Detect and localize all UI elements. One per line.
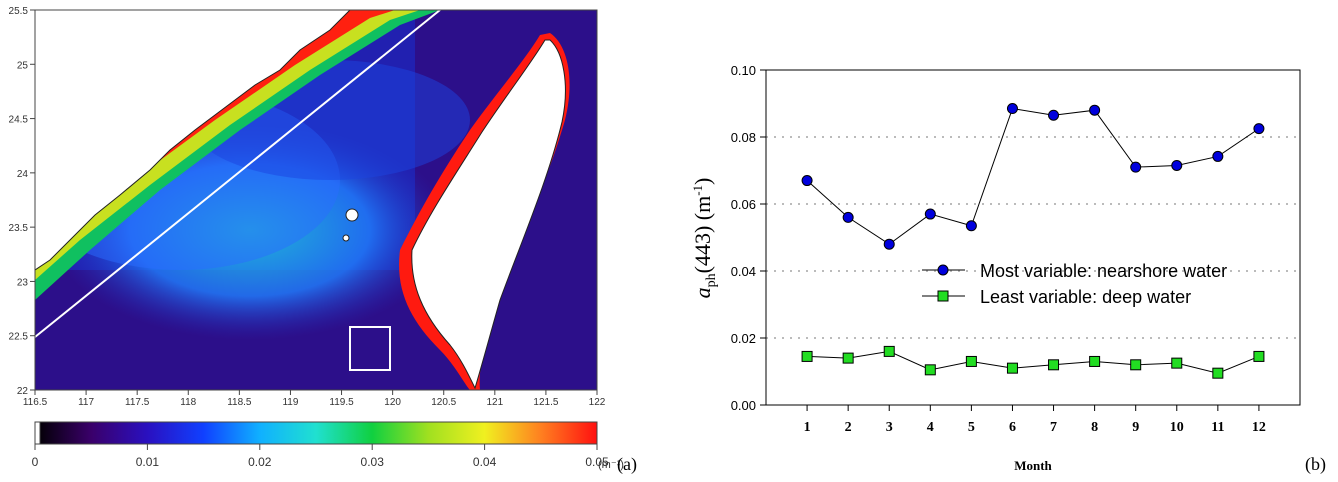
lon-tick-label: 116.5 [23,397,48,408]
x-tick-label: 1 [804,420,811,435]
lon-tick-label: 118.5 [227,397,252,408]
lon-tick-label: 117.5 [125,397,150,408]
x-tick-label: 10 [1170,420,1184,435]
lon-tick-label: 120 [384,397,401,408]
x-tick-label: 9 [1132,420,1139,435]
legend-marker-nearshore [937,264,949,276]
chlorophyll-map: 116.5 117 117.5 118 118.5 119 119.5 120 120.5 121… [9,6,624,471]
data-point-nearshore [883,238,895,250]
series-line [806,107,1260,245]
x-tick-label: 3 [886,420,893,435]
lon-tick-label: 121 [486,397,503,408]
legend-label-nearshore: Most variable: nearshore water [980,261,1227,281]
lat-tick-label: 22.5 [9,332,29,343]
y-tick-label: 0.02 [731,331,756,346]
colorbar-tick-label: 0.05 [585,455,609,469]
lon-tick-label: 119 [282,397,298,408]
data-point-nearshore [1171,159,1183,171]
deep-water-box [349,326,391,371]
latitude-axis: 25.5 25 24.5 24 23.5 23 22.5 22 [9,6,35,397]
lat-tick-label: 25 [17,60,29,71]
transect-line [35,10,441,338]
colorbar-unit: (m⁻¹) [598,459,624,471]
x-tick-label: 6 [1009,420,1016,435]
island [345,208,359,222]
colorbar [34,421,598,445]
x-tick-label: 11 [1211,420,1224,435]
plot-frame [765,69,1301,406]
data-point-deep [1130,359,1142,371]
data-point-nearshore [842,211,854,223]
data-point-nearshore [1048,109,1060,121]
panel-label-a: (a) [617,454,637,474]
data-point-deep [801,350,813,362]
lat-tick-label: 24.5 [9,115,29,126]
data-point-deep [1006,362,1018,374]
map-panel: 116.5 117 117.5 118 118.5 119 119.5 120 120.5 121… [9,6,637,474]
x-tick-label: 8 [1091,420,1098,435]
legend-marker-deep [937,290,949,302]
y-tick-label: 0.06 [731,197,756,212]
data-point-nearshore [1006,103,1018,115]
lon-tick-label: 122 [589,397,606,408]
x-tick-label: 12 [1252,420,1266,435]
series-layer [801,103,1265,379]
colorbar-axis: 0 0.01 0.02 0.03 0.04 0.05 [32,444,609,469]
colorbar-tick-label: 0 [32,455,39,469]
data-point-deep [965,355,977,367]
colorbar-tick-label: 0.01 [136,455,160,469]
data-point-deep [842,352,854,364]
data-point-nearshore [801,175,813,187]
legend-label-deep: Least variable: deep water [980,287,1191,307]
data-point-nearshore [1130,161,1142,173]
lon-tick-label: 121.5 [533,397,558,408]
lon-tick-label: 118 [180,397,196,408]
lat-tick-label: 24 [17,169,29,180]
y-tick-label: 0.00 [731,398,756,413]
data-point-nearshore [1253,123,1265,135]
data-point-deep [1171,357,1183,369]
lat-tick-label: 23.5 [9,223,29,234]
china-mainland [35,10,351,271]
y-axis-label: aph(443) (m-1) [690,178,719,299]
gridlines [766,136,1300,339]
lat-tick-label: 25.5 [9,6,29,17]
data-point-nearshore [1212,150,1224,162]
aph-line-chart: 0.000.020.040.060.080.10 1 2 3 4 5 6 7 8 9 10 11 12… [690,63,1301,473]
chart-panel: 0.00 0.02 0.04 0.06 0.08 0.10 1 2 3 4 5 6 7 8 9 10 11 12… [680,0,1338,477]
colorbar-tick-label: 0.02 [248,455,272,469]
x-tick-label: 7 [1050,420,1057,435]
data-point-nearshore [924,208,936,220]
lat-tick-label: 23 [17,277,29,288]
x-axis-label: Month [1014,458,1052,473]
y-tick-label: 0.08 [731,130,756,145]
data-point-nearshore [1089,104,1101,116]
x-tick-label: 5 [968,420,975,435]
x-tick-label: 2 [845,420,852,435]
data-point-deep [924,364,936,376]
y-tick-label: 0.10 [731,63,756,78]
series-line [807,350,1260,374]
lon-tick-label: 120.5 [431,397,456,408]
colorbar-tick-label: 0.04 [473,455,497,469]
data-point-deep [1048,359,1060,371]
data-point-deep [1089,355,1101,367]
data-point-deep [1253,350,1265,362]
y-tick-label: 0.04 [731,264,756,279]
colorbar-tick-label: 0.03 [361,455,385,469]
y-axis: 0.00 0.02 0.04 0.06 0.08 0.10 [731,63,1301,413]
lon-tick-label: 119.5 [329,397,354,408]
taiwan-island [411,39,566,390]
lon-tick-label: 117 [78,397,94,408]
lat-tick-label: 22 [17,386,29,397]
x-tick-label: 4 [927,420,934,435]
data-point-nearshore [965,220,977,232]
legend: Most variable: nearshore water Least var… [922,261,1227,307]
data-point-deep [883,345,895,357]
data-point-deep [1212,367,1224,379]
panel-label-b: (b) [1305,454,1326,474]
x-axis: 1 2 3 4 5 6 7 8 9 10 11 12 [804,405,1266,435]
longitude-axis: 116.5 117 117.5 118 118.5 119 119.5 120 120.5 121… [23,390,606,408]
